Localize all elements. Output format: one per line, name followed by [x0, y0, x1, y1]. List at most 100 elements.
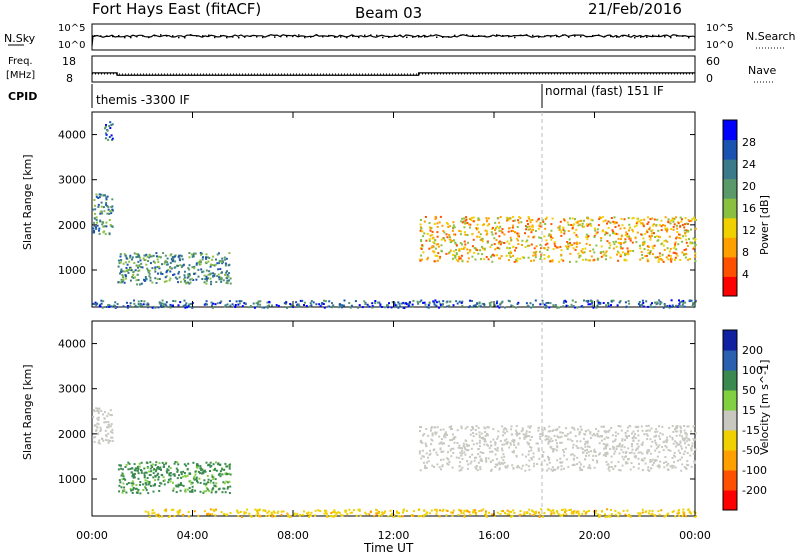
echo-cell — [678, 514, 681, 517]
echo-cell — [256, 512, 259, 515]
echo-cell — [111, 123, 114, 126]
noise-search-point — [640, 36, 642, 38]
echo-cell — [180, 266, 183, 269]
noise-search-point — [394, 34, 396, 37]
echo-cell — [651, 458, 654, 461]
echo-cell — [136, 467, 139, 470]
echo-cell — [102, 413, 104, 416]
echo-cell — [516, 260, 519, 263]
echo-cell — [587, 466, 590, 469]
echo-cell — [612, 220, 615, 223]
echo-cell — [668, 306, 671, 309]
echo-cell — [625, 231, 628, 234]
echo-cell — [434, 239, 436, 242]
echo-cell — [606, 515, 609, 518]
echo-cell — [212, 508, 215, 511]
echo-cell — [628, 424, 631, 427]
noise-search-point — [166, 35, 168, 37]
echo-cell — [467, 241, 469, 244]
echo-cell — [154, 306, 157, 309]
echo-cell — [155, 255, 158, 258]
echo-cell — [547, 301, 550, 304]
echo-cell — [180, 473, 183, 475]
echo-cell — [680, 445, 683, 448]
echo-cell — [134, 304, 137, 307]
echo-cell — [125, 491, 128, 494]
echo-cell — [590, 224, 593, 227]
echo-cell — [211, 513, 214, 516]
echo-cell — [143, 300, 146, 303]
echo-cell — [431, 464, 434, 467]
echo-cell — [576, 243, 579, 245]
echo-cell — [423, 455, 425, 458]
x-tick-label: 08:00 — [277, 529, 309, 542]
echo-cell — [655, 447, 658, 450]
echo-cell — [648, 509, 651, 512]
echo-cell — [436, 453, 439, 456]
echo-cell — [371, 305, 374, 307]
echo-cell — [543, 426, 546, 429]
echo-cell — [452, 447, 455, 450]
echo-cell — [611, 434, 614, 437]
echo-cell — [266, 301, 269, 304]
echo-cell — [586, 217, 589, 220]
echo-cell — [472, 220, 475, 223]
echo-cell — [205, 300, 208, 303]
echo-cell — [576, 463, 578, 466]
echo-cell — [430, 509, 433, 512]
echo-cell — [672, 465, 675, 468]
echo-cell — [623, 241, 625, 244]
echo-cell — [209, 470, 211, 472]
echo-cell — [157, 472, 160, 475]
noise-search-point — [412, 36, 414, 38]
echo-cell — [325, 509, 328, 512]
echo-cell — [205, 276, 208, 279]
noise-search-point — [340, 36, 342, 38]
echo-cell — [550, 512, 553, 515]
echo-cell — [478, 436, 481, 439]
echo-cell — [516, 303, 519, 305]
echo-cell — [480, 509, 483, 512]
echo-cell — [631, 448, 634, 451]
noise-right-tick-low: 10^0 — [706, 40, 733, 51]
echo-cell — [593, 448, 596, 451]
echo-cell — [108, 125, 111, 127]
echo-cell — [691, 442, 694, 445]
echo-cell — [151, 466, 154, 468]
echo-cell — [579, 440, 582, 443]
echo-cell — [613, 452, 616, 455]
echo-cell — [595, 306, 598, 309]
echo-cell — [595, 454, 598, 457]
echo-cell — [626, 509, 629, 512]
echo-cell — [195, 466, 198, 469]
echo-cell — [187, 462, 190, 465]
echo-cell — [525, 302, 528, 305]
echo-cell — [284, 302, 287, 305]
echo-cell — [624, 238, 627, 241]
echo-cell — [572, 512, 575, 515]
echo-cell — [597, 301, 600, 304]
echo-cell — [545, 304, 548, 307]
echo-cell — [613, 222, 616, 225]
echo-cell — [498, 247, 501, 250]
echo-cell — [100, 194, 103, 197]
echo-cell — [680, 220, 683, 223]
echo-cell — [636, 220, 639, 223]
time-axis-ticks: 00:00 04:00 08:00 12:00 16:00 20:00 00:00 — [76, 112, 711, 542]
echo-cell — [139, 302, 142, 305]
echo-cell — [214, 303, 217, 306]
echo-cell — [621, 438, 624, 441]
echo-cell — [177, 485, 180, 488]
echo-cell — [510, 252, 513, 254]
echo-cell — [618, 442, 621, 445]
echo-cell — [163, 509, 166, 512]
echo-cell — [107, 441, 110, 444]
echo-cell — [433, 303, 436, 306]
echo-cell — [564, 508, 567, 511]
echo-cell — [579, 468, 582, 471]
echo-cell — [450, 447, 453, 450]
echo-cell — [203, 490, 206, 493]
echo-cell — [641, 441, 644, 444]
echo-cell — [563, 230, 566, 233]
echo-cell — [122, 262, 125, 265]
